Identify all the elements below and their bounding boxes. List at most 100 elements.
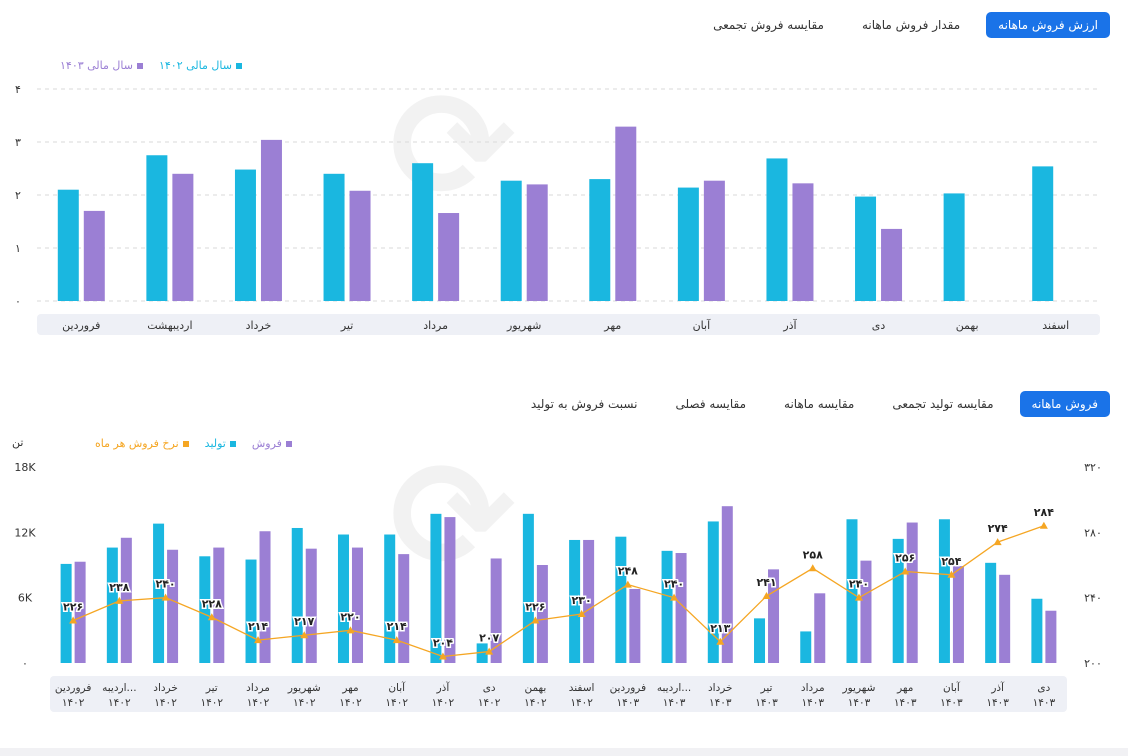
x-tick-label-year: ۱۴۰۳ (940, 697, 963, 709)
legend-swatch-cyan (235, 62, 242, 69)
rate-data-label: ۲۴۸ (618, 565, 638, 578)
x-tick-label-month: آبان (943, 681, 961, 694)
x-tick-label-year: ۱۴۰۳ (617, 697, 640, 709)
bar-1402 (146, 155, 168, 301)
bar-1403 (349, 190, 371, 301)
x-tick-label-year: ۱۴۰۲ (247, 697, 270, 709)
x-tick-label: آبان (693, 318, 711, 332)
legend-item-sales[interactable]: فروش (252, 437, 292, 450)
bar-production (1031, 598, 1043, 663)
legend-swatch-purple (285, 440, 292, 447)
bar-production (661, 550, 673, 663)
x-tick-label-year: ۱۴۰۳ (848, 697, 871, 709)
rate-point (901, 567, 910, 575)
rate-point (808, 564, 817, 572)
x-tick-label-month: شهریور (842, 682, 876, 694)
rate-data-label: ۲۲۸ (202, 597, 222, 610)
tab-monthly-sales-quantity[interactable]: مقدار فروش ماهانه (850, 12, 972, 38)
x-tick-label-year: ۱۴۰۳ (709, 697, 732, 709)
x-tick-label-month: فروردین (610, 682, 647, 694)
y-tick-label: ۴ (15, 83, 21, 96)
bar-production (522, 513, 534, 663)
tab-cumulative-sales-compare[interactable]: مقایسه فروش تجمعی (701, 12, 836, 38)
rate-point (947, 570, 956, 578)
rate-point (300, 631, 309, 639)
x-tick-label: مهر (603, 319, 621, 332)
x-tick-label-year: ۱۴۰۳ (986, 697, 1009, 709)
bar-sales (74, 561, 86, 663)
x-tick-label-year: ۱۴۰۲ (524, 697, 547, 709)
x-tick-label-month: بهمن (524, 682, 546, 694)
x-tick-label-year: ۱۴۰۲ (478, 697, 501, 709)
legend-item-production[interactable]: تولید (205, 437, 236, 450)
bar-sales (351, 547, 363, 663)
legend-label-rate: نرخ فروش هر ماه (95, 437, 179, 450)
bar-production (892, 538, 904, 663)
rate-point (438, 652, 447, 660)
x-tick-label-month: آبان (388, 681, 406, 694)
tab-sales-production-ratio[interactable]: نسبت فروش به تولید (519, 391, 650, 417)
legend-item-1402[interactable]: سال مالی ۱۴۰۲ (159, 59, 242, 72)
bar-production (153, 523, 165, 663)
bar-1403 (83, 210, 105, 301)
rate-data-label: ۲۱۳ (710, 622, 730, 635)
legend-item-1403[interactable]: سال مالی ۱۴۰۳ (60, 59, 143, 72)
bar-sales (213, 547, 225, 663)
bar-sales (675, 553, 687, 663)
bar-1402 (766, 158, 788, 301)
rate-point (716, 637, 725, 645)
bar-1403 (881, 228, 903, 301)
y-tick-label-right: ۲۴۰ (1084, 592, 1102, 605)
x-tick-label-month: اسفند (569, 682, 595, 694)
x-tick-label-month: خرداد (153, 682, 178, 694)
top-legend: سال مالی ۱۴۰۲ سال مالی ۱۴۰۳ (60, 59, 242, 72)
tab-monthly-sales[interactable]: فروش ماهانه (1019, 391, 1110, 417)
x-tick-label: فروردین (62, 319, 100, 332)
rate-data-label: ۲۷۴ (988, 522, 1008, 535)
bar-1403 (703, 180, 725, 301)
rate-point (623, 580, 632, 588)
rate-data-label: ۲۲۶ (63, 601, 83, 614)
rate-data-label: ۲۴۰ (664, 578, 684, 591)
legend-item-rate[interactable]: نرخ فروش هر ماه (95, 437, 189, 450)
bar-1402 (234, 169, 256, 301)
legend-label-production: تولید (204, 437, 226, 450)
bar-1402 (412, 163, 434, 301)
bar-production (60, 563, 72, 663)
x-tick-label-year: ۱۴۰۲ (201, 697, 224, 709)
legend-swatch-purple (136, 62, 143, 69)
bar-sales (305, 548, 317, 663)
rate-data-label: ۲۴۰ (155, 578, 175, 591)
bar-1402 (57, 189, 79, 301)
bar-production (384, 534, 396, 663)
x-tick-label-year: ۱۴۰۳ (755, 697, 778, 709)
bar-production (615, 536, 627, 663)
bar-sales (999, 574, 1011, 663)
bar-production (106, 547, 118, 663)
tab-monthly-sales-value[interactable]: ارزش فروش ماهانه (986, 12, 1110, 38)
x-tick-label-year: ۱۴۰۲ (432, 697, 455, 709)
tab-cumulative-production-compare[interactable]: مقایسه تولید تجمعی (880, 391, 1005, 417)
x-tick-label-month: اردیبه... (657, 682, 691, 694)
x-tick-label-year: ۱۴۰۳ (894, 697, 917, 709)
tab-monthly-compare[interactable]: مقایسه ماهانه (772, 391, 866, 417)
x-tick-label-month: دی (1037, 682, 1050, 694)
rate-point (346, 626, 355, 634)
bar-1402 (589, 179, 611, 301)
rate-point (670, 593, 679, 601)
rate-data-label: ۲۱۷ (294, 615, 314, 628)
rate-point (993, 538, 1002, 546)
bar-sales (536, 565, 548, 663)
x-tick-label-month: مهر (896, 682, 913, 694)
rate-data-label: ۲۸۴ (1034, 506, 1054, 519)
tab-seasonal-compare[interactable]: مقایسه فصلی (663, 391, 758, 417)
rate-point (485, 647, 494, 655)
bar-production (985, 562, 997, 663)
x-tick-label-month: دی (483, 682, 496, 694)
bar-production (430, 513, 442, 663)
rate-data-label: ۲۳۰ (572, 594, 592, 607)
x-tick-label-year: ۱۴۰۳ (1033, 697, 1056, 709)
rate-data-label: ۲۰۷ (479, 632, 499, 645)
rate-point (1039, 521, 1048, 529)
y-tick-label: ۲ (15, 189, 21, 202)
